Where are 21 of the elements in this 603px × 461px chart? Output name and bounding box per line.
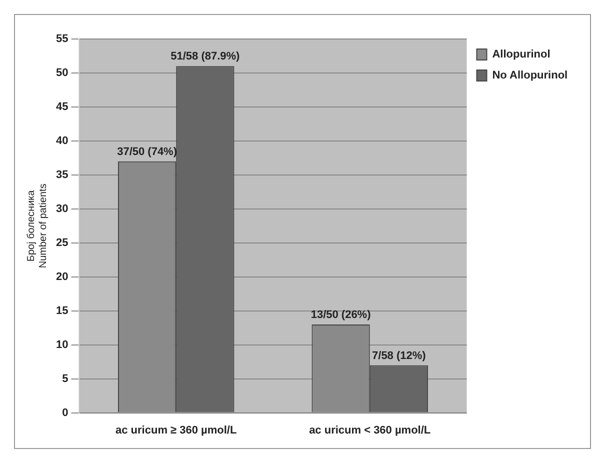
y-tick-label: 10 <box>56 338 68 351</box>
y-tick-label: 30 <box>56 202 68 215</box>
data-label: 13/50 (26%) <box>310 308 372 321</box>
y-tick-label: 15 <box>56 304 68 317</box>
data-label: 51/58 (87.9%) <box>170 50 240 63</box>
y-tick-label: 45 <box>56 100 68 113</box>
y-tick-label: 40 <box>56 134 68 147</box>
y-tick-label: 0 <box>62 406 68 419</box>
y-tick-label: 55 <box>56 33 68 46</box>
y-axis-title: Број болесника Number of patients <box>26 184 49 268</box>
y-tick-label: 25 <box>56 236 68 249</box>
y-tick-label: 50 <box>56 67 68 80</box>
y-tick-label: 35 <box>56 168 68 181</box>
legend-label: No Allopurinol <box>492 70 568 82</box>
y-tick-label: 20 <box>56 270 68 283</box>
x-tick-label: ac uricum ≥ 360 µmol/L <box>116 424 237 436</box>
data-label: 37/50 (74%) <box>117 146 178 158</box>
y-tick-label: 5 <box>62 372 68 385</box>
data-label: 7/58 (12%) <box>372 350 426 362</box>
legend-label: Allopurinol <box>492 48 550 61</box>
x-tick-label: ac uricum < 360 µmol/L <box>309 424 431 436</box>
